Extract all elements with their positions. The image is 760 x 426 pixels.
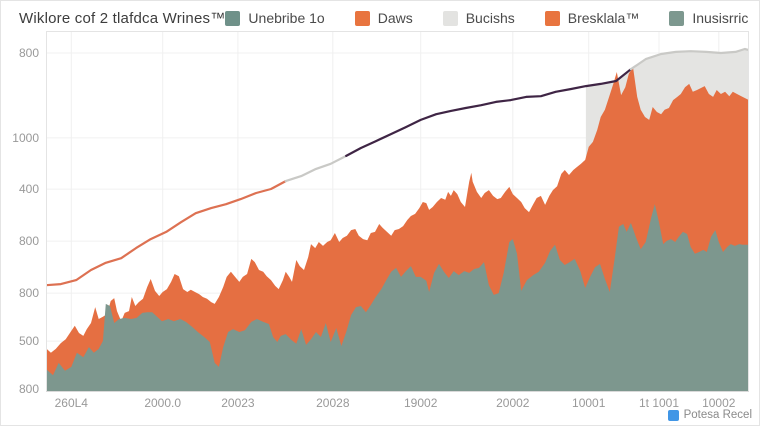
- x-tick-label: 10001: [572, 396, 606, 410]
- chart-title: Wiklore cof 2 tlafdca Wrines™: [19, 9, 226, 27]
- x-tick-label: 10002: [702, 396, 736, 410]
- legend-item-bresklala[interactable]: Bresklala™: [544, 10, 640, 26]
- y-tick-label: 800: [18, 234, 39, 249]
- legend-item-unebribe[interactable]: Unebribe 1o: [225, 10, 325, 26]
- y-axis-labels: 800 1000 400 800 800 500 800: [1, 31, 42, 396]
- y-tick-label: 400: [18, 182, 39, 197]
- x-tick-label: 260L4: [54, 396, 88, 410]
- legend-swatch-icon: [354, 10, 370, 26]
- legend-label: Bresklala™: [567, 10, 640, 26]
- x-tick-label: 1t 1001: [638, 396, 680, 410]
- line-bresklala-segment: [345, 68, 633, 158]
- legend-label: Inusisrric: [692, 10, 749, 26]
- line-bresklala-segment: [284, 154, 348, 183]
- legend-item-daws[interactable]: Daws: [354, 10, 413, 26]
- legend-swatch-icon: [225, 10, 241, 26]
- x-tick-label: 19002: [404, 396, 438, 410]
- legend-swatch-icon: [442, 10, 458, 26]
- legend-swatch-icon: [544, 10, 560, 26]
- plot-area[interactable]: [44, 31, 751, 392]
- line-bresklala-segment: [629, 47, 751, 71]
- area-inusisrric: [46, 204, 749, 392]
- y-tick-label: 1000: [12, 130, 39, 145]
- y-tick-label: 800: [18, 382, 39, 397]
- x-axis-labels: 260L4 2000.0 20023 20028 19002 20002 10001 1t 1…: [46, 396, 749, 412]
- legend-label: Unebribe 1o: [248, 10, 325, 26]
- footer-label: Potesa Recel: [683, 409, 752, 421]
- x-tick-label: 20023: [221, 396, 255, 410]
- chart-legend: Unebribe 1o Daws Bucishs Bresklala™ Inus…: [225, 10, 748, 26]
- y-tick-label: 500: [18, 334, 39, 349]
- footer-note[interactable]: Potesa Recel: [665, 408, 754, 422]
- footer-marker-icon: [667, 409, 679, 421]
- x-tick-label: 2000.0: [144, 396, 182, 410]
- plot-wrap: [44, 31, 751, 392]
- y-tick-label: 800: [18, 286, 39, 301]
- line-bresklala-segment: [44, 180, 287, 287]
- legend-label: Daws: [377, 10, 413, 26]
- legend-label: Bucishs: [465, 10, 515, 26]
- legend-item-bucishs[interactable]: Bucishs: [442, 10, 515, 26]
- chart-header: Wiklore cof 2 tlafdca Wrines™ Unebribe 1…: [1, 1, 759, 29]
- x-tick-label: 20002: [496, 396, 530, 410]
- legend-item-inusisrric[interactable]: Inusisrric: [669, 10, 748, 26]
- y-tick-label: 800: [18, 46, 39, 61]
- x-tick-label: 20028: [316, 396, 350, 410]
- legend-swatch-icon: [669, 10, 685, 26]
